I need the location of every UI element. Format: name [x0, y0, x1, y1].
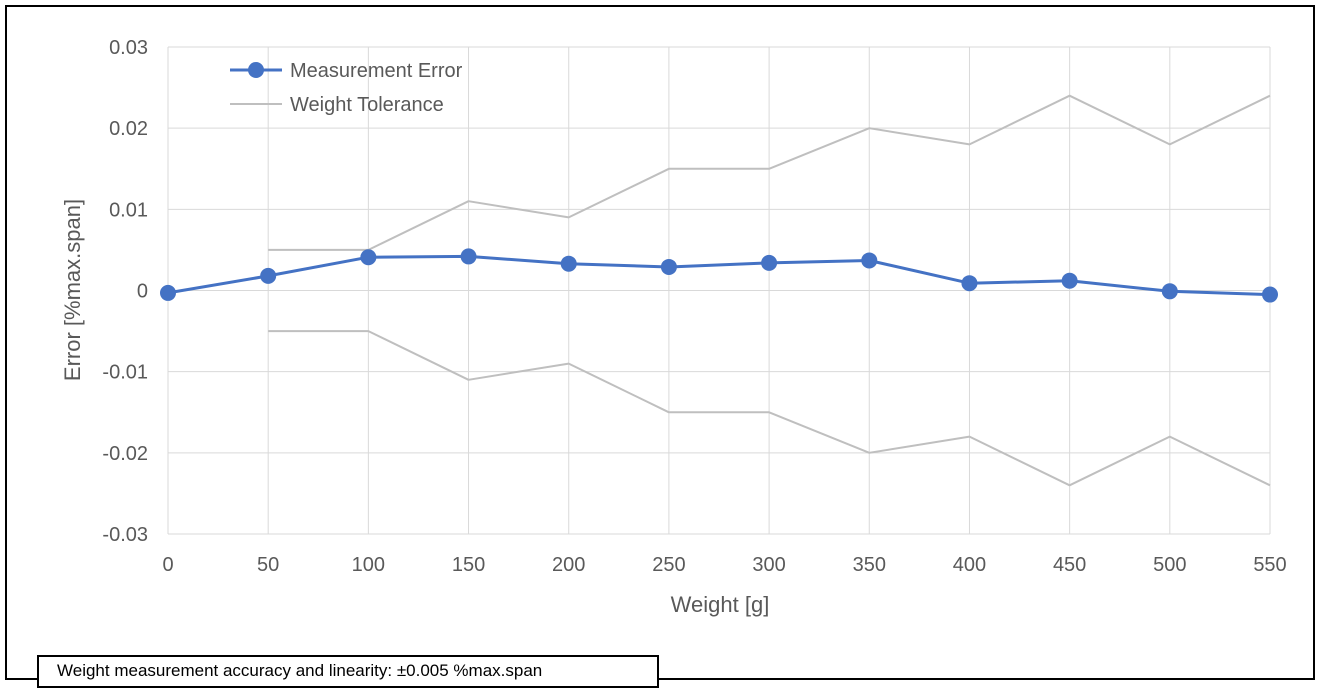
data-point-measurement-error [1262, 286, 1278, 303]
accuracy-note-text: Weight measurement accuracy and linearit… [57, 661, 543, 680]
x-tick-label: 500 [1153, 554, 1186, 576]
y-axis-label: Error [%max.span] [60, 199, 85, 381]
x-tick-label: 200 [552, 554, 585, 576]
data-point-measurement-error [861, 252, 878, 269]
chart-frame [5, 5, 1315, 680]
data-point-measurement-error [1061, 272, 1078, 289]
y-tick-label: 0.02 [109, 118, 148, 140]
legend-label-weight-tolerance: Weight Tolerance [290, 94, 444, 116]
legend-marker-measurement-error [248, 62, 264, 78]
data-point-measurement-error [1161, 283, 1178, 300]
data-point-measurement-error [160, 284, 176, 301]
x-tick-label: 0 [162, 554, 173, 576]
data-point-measurement-error [260, 267, 277, 284]
x-tick-label: 100 [352, 554, 385, 576]
x-tick-label: 150 [452, 554, 485, 576]
series-line-lower-weight-tolerance [268, 330, 1271, 487]
y-tick-label: -0.03 [102, 524, 148, 546]
x-tick-label: 50 [257, 554, 279, 576]
data-point-measurement-error [961, 275, 978, 292]
y-tick-label: 0.01 [109, 199, 148, 221]
y-tick-label: 0 [137, 281, 148, 303]
data-point-measurement-error [660, 258, 677, 275]
grid [167, 46, 1271, 535]
x-tick-label: 300 [752, 554, 785, 576]
x-tick-label: 550 [1253, 554, 1286, 576]
y-tick-label: 0.03 [109, 37, 148, 59]
x-tick-label: 400 [953, 554, 986, 576]
data-point-measurement-error [460, 248, 477, 265]
legend: Measurement Error Weight Tolerance [230, 60, 463, 116]
series-lines [167, 94, 1271, 487]
data-point-measurement-error [761, 254, 778, 271]
series-line-measurement-error [167, 254, 1271, 297]
y-tick-label: -0.01 [102, 362, 148, 384]
x-tick-labels: 0 50 100 150 200 250 300 350 400 450 500 550 [162, 554, 1286, 576]
x-tick-label: 250 [652, 554, 685, 576]
accuracy-note: Weight measurement accuracy and linearit… [37, 655, 659, 688]
y-tick-label: -0.02 [102, 443, 148, 465]
line-chart: 0.03 0.02 0.01 0 -0.01 -0.02 -0.03 0 50 100 150 20… [60, 37, 1287, 617]
legend-label-measurement-error: Measurement Error [290, 60, 463, 82]
x-tick-label: 450 [1053, 554, 1086, 576]
series-points [160, 248, 1278, 303]
data-point-measurement-error [360, 249, 377, 266]
y-tick-labels: 0.03 0.02 0.01 0 -0.01 -0.02 -0.03 [102, 37, 148, 546]
x-axis-label: Weight [g] [671, 592, 770, 617]
series-line-upper-weight-tolerance [268, 94, 1271, 251]
x-tick-label: 350 [853, 554, 886, 576]
data-point-measurement-error [560, 255, 577, 272]
